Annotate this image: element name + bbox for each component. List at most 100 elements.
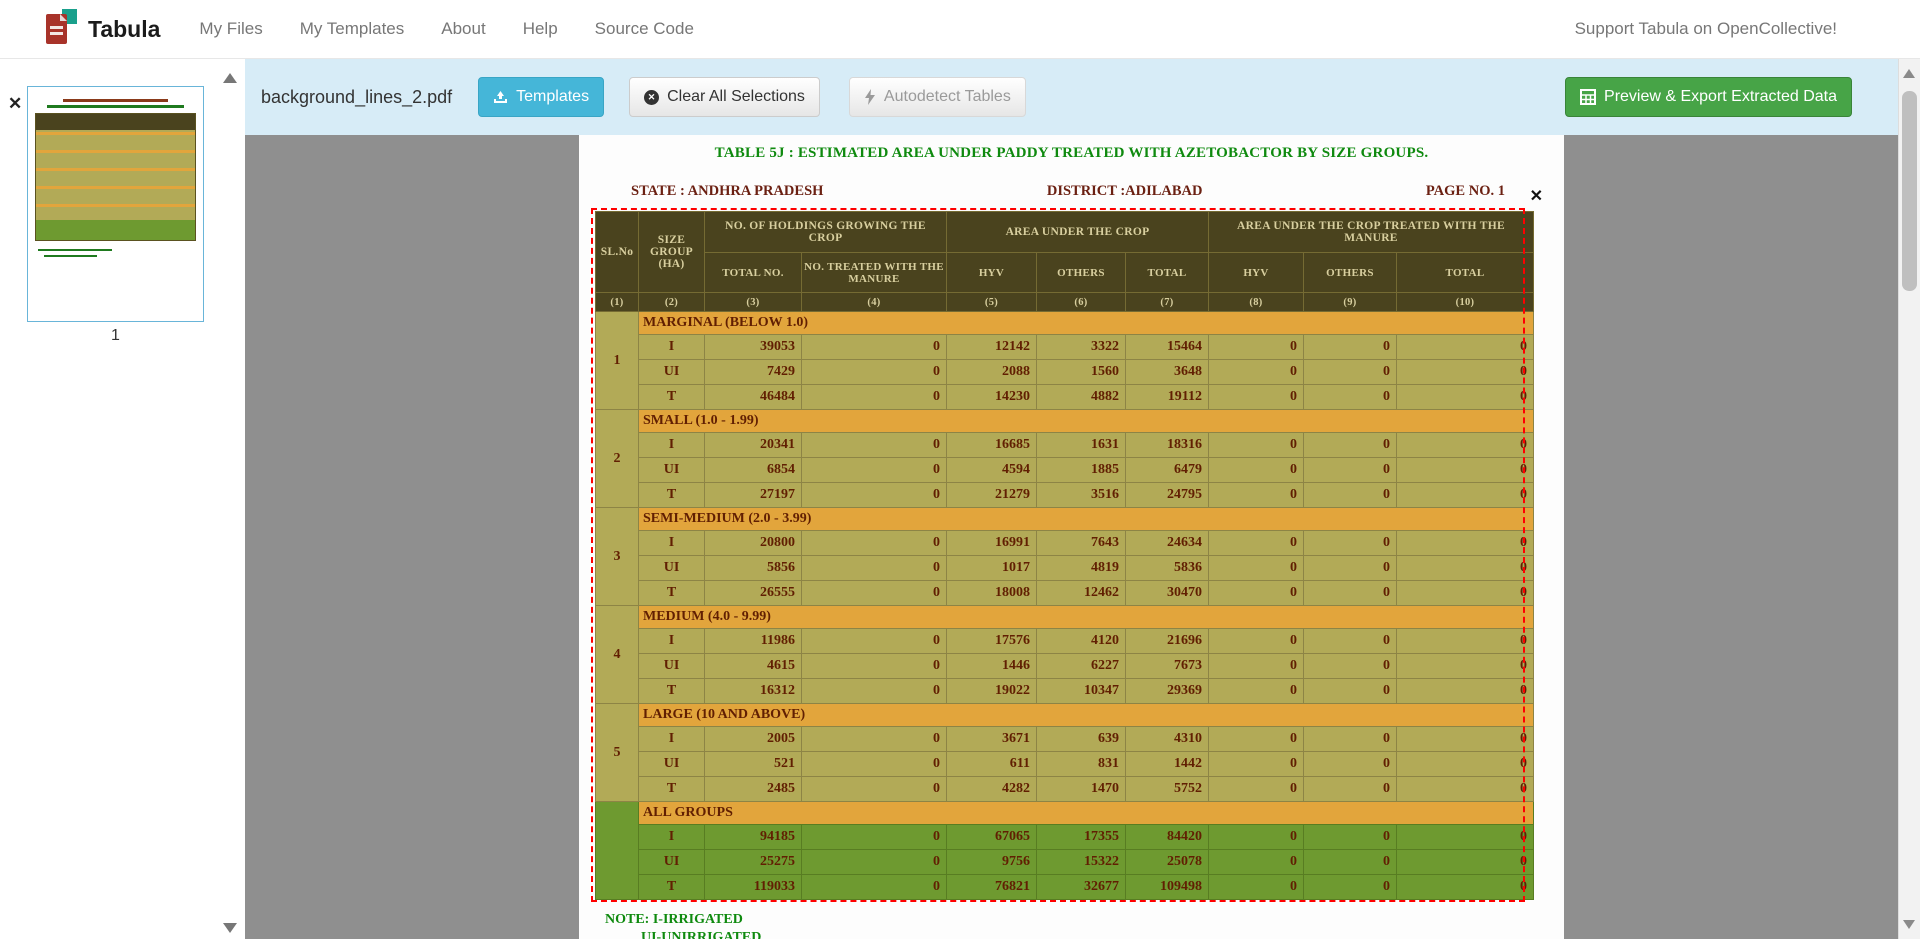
- autodetect-tables-button[interactable]: Autodetect Tables: [848, 77, 1026, 117]
- value-cell: 5856: [704, 555, 802, 581]
- nav-item-my-files[interactable]: My Files: [199, 19, 263, 38]
- brand-name: Tabula: [88, 15, 161, 42]
- value-cell: 14230: [946, 384, 1037, 410]
- table-row: I 2005 0 3671 639 4310 0 0 0: [596, 726, 1535, 752]
- row-type-cell: T: [638, 776, 705, 802]
- state-label: STATE : ANDHRA PRADESH: [631, 183, 824, 199]
- row-type-cell: UI: [638, 555, 705, 581]
- value-cell: 1885: [1036, 457, 1126, 483]
- nav-item-about[interactable]: About: [441, 19, 486, 38]
- value-cell: 639: [1036, 726, 1126, 752]
- value-cell: 1631: [1036, 432, 1126, 458]
- value-cell: 0: [1303, 653, 1397, 679]
- preview-export-button[interactable]: Preview & Export Extracted Data: [1565, 77, 1852, 117]
- table-section: ALL GROUPS I 94185 0 67065 17355 84420 0 0 0 UI 252…: [595, 801, 1535, 900]
- slno-cell: 3: [595, 507, 639, 606]
- value-cell: 0: [1395, 628, 1535, 654]
- sidebar-scroll-down-icon[interactable]: [223, 923, 237, 933]
- value-cell: 0: [1208, 457, 1304, 483]
- nav-item-help[interactable]: Help: [522, 19, 558, 38]
- table-row: I 39053 0 12142 3322 15464 0 0 0: [596, 334, 1535, 360]
- slno-cell: 2: [595, 409, 639, 508]
- column-sub-header: HYV: [946, 252, 1037, 293]
- value-cell: 26555: [704, 580, 802, 606]
- value-cell: 4594: [946, 457, 1037, 483]
- table-row: UI 5856 0 1017 4819 5836 0 0 0: [596, 555, 1535, 581]
- value-cell: 0: [801, 726, 947, 752]
- row-type-cell: T: [638, 678, 705, 704]
- value-cell: 0: [1303, 482, 1397, 508]
- document-notes: NOTE: I-IRRIGATED UI-UNIRRIGATED: [605, 912, 1564, 939]
- value-cell: 21279: [946, 482, 1037, 508]
- thumbnail-title-line: [63, 99, 168, 102]
- value-cell: 0: [1303, 751, 1397, 777]
- value-cell: 0: [1303, 384, 1397, 410]
- column-group-header: SIZE GROUP (HA): [638, 211, 705, 293]
- value-cell: 4819: [1036, 555, 1126, 581]
- value-cell: 0: [801, 359, 947, 385]
- pdf-page[interactable]: TABLE 5J : ESTIMATED AREA UNDER PADDY TR…: [579, 135, 1564, 939]
- value-cell: 21696: [1125, 628, 1209, 654]
- value-cell: 0: [801, 824, 947, 850]
- value-cell: 7643: [1036, 530, 1126, 556]
- value-cell: 0: [1303, 776, 1397, 802]
- value-cell: 0: [1395, 384, 1535, 410]
- value-cell: 0: [1208, 776, 1304, 802]
- value-cell: 16991: [946, 530, 1037, 556]
- row-type-cell: T: [638, 482, 705, 508]
- value-cell: 0: [1303, 334, 1397, 360]
- value-cell: 0: [801, 530, 947, 556]
- table-section: 1 MARGINAL (BELOW 1.0) I 39053 0 12142 3322 154…: [595, 311, 1535, 410]
- column-number-cell: (8): [1208, 292, 1304, 312]
- row-type-cell: UI: [638, 457, 705, 483]
- tabula-pdf-logo-icon: [44, 8, 78, 51]
- value-cell: 0: [1303, 824, 1397, 850]
- nav-item-my-templates[interactable]: My Templates: [299, 19, 405, 38]
- autodetect-tables-label: Autodetect Tables: [883, 88, 1011, 105]
- sidebar: ✕ 1: [0, 59, 245, 939]
- nav-item-source-code[interactable]: Source Code: [594, 19, 694, 38]
- value-cell: 0: [1303, 580, 1397, 606]
- scrollbar-up-icon[interactable]: [1903, 69, 1915, 78]
- page-thumbnail[interactable]: [27, 86, 204, 322]
- document-title: TABLE 5J : ESTIMATED AREA UNDER PADDY TR…: [714, 145, 1429, 161]
- value-cell: 2088: [946, 359, 1037, 385]
- column-number-cell: (3): [704, 292, 802, 312]
- table-row: UI 6854 0 4594 1885 6479 0 0 0: [596, 457, 1535, 483]
- value-cell: 0: [1395, 751, 1535, 777]
- page-close-button[interactable]: ✕: [8, 94, 23, 113]
- value-cell: 4282: [946, 776, 1037, 802]
- row-type-cell: I: [638, 334, 705, 360]
- row-type-cell: UI: [638, 849, 705, 875]
- value-cell: 0: [1395, 678, 1535, 704]
- support-link[interactable]: Support Tabula on OpenCollective!: [1574, 19, 1837, 38]
- table-row: T 27197 0 21279 3516 24795 0 0 0: [596, 482, 1535, 508]
- value-cell: 10347: [1036, 678, 1126, 704]
- table-row: UI 7429 0 2088 1560 3648 0 0 0: [596, 359, 1535, 385]
- value-cell: 3671: [946, 726, 1037, 752]
- selection-close-button[interactable]: ✕: [1529, 188, 1543, 205]
- value-cell: 0: [801, 678, 947, 704]
- note-line: NOTE: I-IRRIGATED: [605, 912, 743, 927]
- value-cell: 119033: [704, 874, 802, 900]
- scrollbar-down-icon[interactable]: [1903, 920, 1915, 929]
- brand[interactable]: Tabula: [44, 8, 160, 51]
- window-scrollbar[interactable]: [1898, 59, 1920, 939]
- clear-all-selections-button[interactable]: ✕ Clear All Selections: [629, 77, 820, 117]
- sidebar-scroll-up-icon[interactable]: [223, 73, 237, 83]
- templates-button[interactable]: Templates: [478, 77, 605, 117]
- table-section: 5 LARGE (10 AND ABOVE) I 2005 0 3671 639 4310 0 0…: [595, 703, 1535, 802]
- value-cell: 0: [1395, 432, 1535, 458]
- value-cell: 0: [1395, 824, 1535, 850]
- scrollbar-thumb[interactable]: [1902, 91, 1917, 291]
- column-group-header: AREA UNDER THE CROP: [946, 211, 1209, 253]
- row-type-cell: UI: [638, 653, 705, 679]
- value-cell: 32677: [1036, 874, 1126, 900]
- column-number-cell: (10): [1395, 292, 1535, 312]
- value-cell: 19022: [946, 678, 1037, 704]
- table-row: I 20341 0 16685 1631 18316 0 0 0: [596, 432, 1535, 458]
- value-cell: 24634: [1125, 530, 1209, 556]
- column-sub-header: TOTAL: [1125, 252, 1209, 293]
- column-sub-header: NO. TREATED WITH THE MANURE: [801, 252, 947, 293]
- value-cell: 29369: [1125, 678, 1209, 704]
